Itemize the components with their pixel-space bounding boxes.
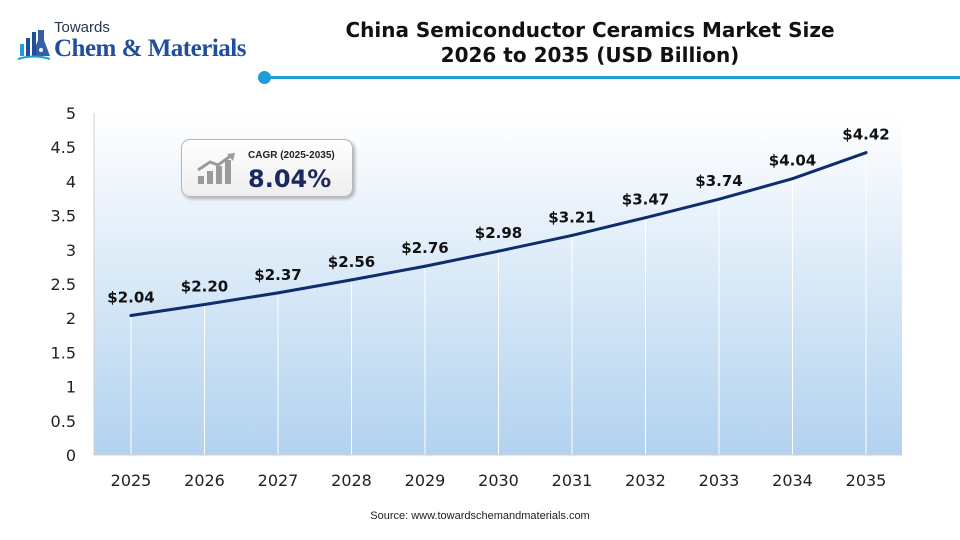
data-label: $2.20 bbox=[181, 278, 228, 296]
y-tick-label: 0 bbox=[66, 446, 76, 465]
x-tick-label: 2032 bbox=[625, 471, 666, 490]
logo-text-top: Towards bbox=[54, 19, 110, 36]
y-tick-label: 3.5 bbox=[51, 207, 76, 226]
y-tick-label: 3 bbox=[66, 241, 76, 260]
y-tick-label: 1 bbox=[66, 378, 76, 397]
data-point bbox=[570, 233, 574, 237]
data-point bbox=[423, 264, 427, 268]
data-label: $2.76 bbox=[401, 239, 448, 257]
data-point bbox=[276, 291, 280, 295]
data-point bbox=[717, 197, 721, 201]
growth-chart-icon bbox=[197, 153, 235, 184]
y-tick-label: 2 bbox=[66, 309, 76, 328]
y-tick-label: 5 bbox=[66, 104, 76, 123]
y-tick-label: 1.5 bbox=[51, 343, 76, 362]
data-label: $4.42 bbox=[842, 126, 889, 144]
data-point bbox=[350, 278, 353, 282]
flask-icon bbox=[17, 30, 51, 60]
data-point bbox=[644, 216, 647, 220]
x-tick-label: 2028 bbox=[331, 471, 372, 490]
data-label: $2.04 bbox=[107, 288, 154, 306]
cagr-label: CAGR (2025-2035) bbox=[248, 150, 335, 161]
x-tick-label: 2027 bbox=[258, 471, 299, 490]
data-label: $2.98 bbox=[475, 224, 522, 242]
logo-text-main: Chem & Materials bbox=[54, 35, 246, 62]
chart-title-line1: China Semiconductor Ceramics Market Size bbox=[345, 18, 835, 42]
x-tick-label: 2029 bbox=[405, 471, 446, 490]
x-tick-label: 2026 bbox=[184, 471, 225, 490]
data-point bbox=[129, 313, 133, 317]
data-label: $4.04 bbox=[769, 152, 816, 170]
header-rule-dot bbox=[258, 71, 271, 84]
x-tick-label: 2025 bbox=[111, 471, 152, 490]
y-tick-label: 0.5 bbox=[51, 412, 76, 431]
brand-logo: Towards Chem & Materials bbox=[14, 12, 254, 72]
data-point bbox=[791, 177, 794, 181]
data-point bbox=[203, 303, 206, 307]
data-label: $3.47 bbox=[622, 191, 669, 209]
x-tick-label: 2034 bbox=[772, 471, 813, 490]
x-tick-label: 2033 bbox=[699, 471, 740, 490]
cagr-box: CAGR (2025-2035) 8.04% bbox=[181, 139, 353, 197]
data-label: $3.74 bbox=[695, 172, 742, 190]
data-label: $3.21 bbox=[548, 208, 595, 226]
source-note: Source: www.towardschemandmaterials.com bbox=[370, 510, 590, 522]
data-label: $2.56 bbox=[328, 253, 375, 271]
data-label: $2.37 bbox=[254, 266, 301, 284]
header-rule bbox=[264, 76, 960, 79]
data-point bbox=[864, 151, 868, 155]
x-tick-label: 2030 bbox=[478, 471, 519, 490]
x-tick-label: 2035 bbox=[846, 471, 887, 490]
cagr-value: 8.04% bbox=[248, 165, 332, 193]
data-point bbox=[497, 249, 500, 253]
y-tick-label: 4 bbox=[66, 172, 76, 191]
y-tick-label: 2.5 bbox=[51, 275, 76, 294]
y-tick-label: 4.5 bbox=[51, 138, 76, 157]
chart-title: China Semiconductor Ceramics Market Size… bbox=[330, 18, 850, 68]
x-tick-label: 2031 bbox=[552, 471, 593, 490]
chart-title-line2: 2026 to 2035 (USD Billion) bbox=[440, 43, 740, 67]
